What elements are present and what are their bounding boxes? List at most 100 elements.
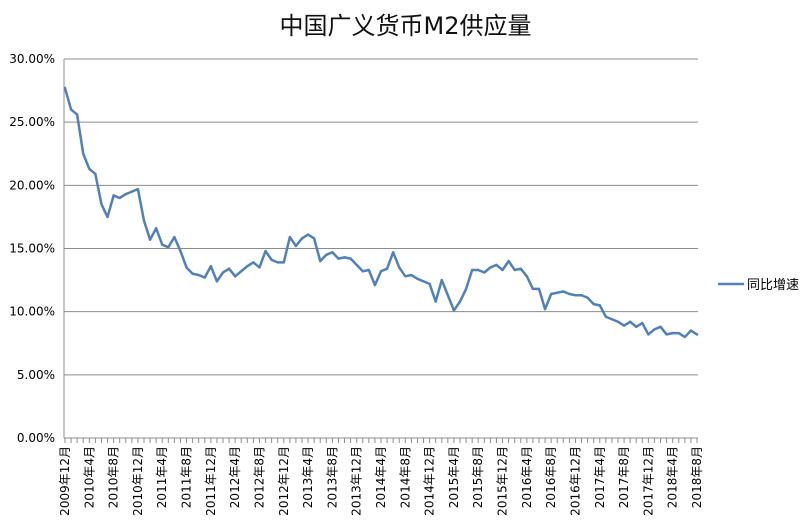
data-point <box>106 215 109 219</box>
data-point <box>118 196 121 200</box>
x-tick-label: 2015年8月 <box>471 446 485 508</box>
data-point <box>197 273 200 277</box>
data-point <box>404 275 407 278</box>
x-tick-label: 2016年12月 <box>568 446 582 516</box>
data-point <box>185 266 188 269</box>
data-point <box>94 172 97 176</box>
x-tick-label: 2015年4月 <box>447 446 461 508</box>
y-tick-label: 10.00% <box>9 305 55 319</box>
data-point <box>312 237 316 240</box>
data-point <box>306 233 310 236</box>
data-point <box>258 266 261 269</box>
data-point <box>483 271 486 274</box>
data-point <box>470 268 474 272</box>
x-tick-label: 2012年12月 <box>277 446 291 516</box>
data-point <box>148 238 152 241</box>
data-point <box>373 283 377 287</box>
x-tick-label: 2011年8月 <box>180 446 194 508</box>
data-point <box>349 257 352 260</box>
data-point <box>88 167 91 171</box>
x-tick-label: 2013年4月 <box>301 446 315 508</box>
data-point <box>191 272 194 275</box>
data-point <box>428 282 431 286</box>
data-point <box>549 292 553 296</box>
x-tick-label: 2013年12月 <box>350 446 364 516</box>
data-point <box>537 287 541 291</box>
data-point <box>622 324 626 327</box>
series-line <box>63 86 699 339</box>
x-tick-label: 2012年8月 <box>252 446 266 508</box>
data-point <box>75 113 79 116</box>
data-point <box>689 329 693 332</box>
data-point <box>452 309 456 312</box>
x-tick-label: 2018年4月 <box>666 446 680 508</box>
data-point <box>586 296 589 299</box>
x-tick-label: 2013年8月 <box>325 446 339 508</box>
data-point <box>343 256 346 259</box>
data-point <box>610 318 614 321</box>
data-point <box>665 333 668 336</box>
x-tick-label: 2011年4月 <box>155 446 169 508</box>
data-point <box>276 261 279 264</box>
x-tick-label: 2015年12月 <box>496 446 510 516</box>
data-point <box>695 333 699 336</box>
x-tick-label: 2018年8月 <box>690 446 704 508</box>
x-tick-label: 2014年12月 <box>423 446 437 516</box>
x-tick-label: 2016年8月 <box>544 446 558 508</box>
data-point <box>568 292 571 296</box>
data-point <box>543 307 547 311</box>
x-tick-label: 2014年8月 <box>398 446 412 508</box>
data-point <box>391 251 395 254</box>
y-tick-label: 15.00% <box>9 242 55 256</box>
data-point <box>525 275 529 278</box>
data-point <box>385 267 389 270</box>
data-point <box>154 227 158 230</box>
data-point <box>598 304 601 307</box>
data-point <box>477 268 480 272</box>
data-point <box>398 266 401 269</box>
y-tick-label: 25.00% <box>9 115 55 129</box>
data-point <box>513 268 516 272</box>
data-point <box>616 320 620 323</box>
y-tick-label: 20.00% <box>9 178 55 192</box>
data-point <box>130 190 134 193</box>
data-point <box>355 263 358 267</box>
data-point <box>203 276 206 279</box>
data-point <box>63 86 67 90</box>
data-point <box>82 152 85 155</box>
data-point <box>458 300 462 303</box>
data-point <box>683 335 687 339</box>
data-point <box>531 287 535 291</box>
data-point <box>240 270 243 273</box>
y-tick-label: 30.00% <box>9 52 55 66</box>
data-point <box>227 267 231 270</box>
data-point <box>641 321 644 325</box>
data-point <box>221 271 225 274</box>
data-point <box>173 235 176 239</box>
data-point <box>446 294 450 297</box>
data-point <box>288 235 292 239</box>
x-tick-label: 2017年4月 <box>593 446 607 508</box>
data-point <box>246 264 249 268</box>
x-tick-label: 2014年4月 <box>374 446 388 508</box>
data-point <box>270 258 273 262</box>
data-point <box>495 263 498 267</box>
data-point <box>136 187 140 191</box>
data-point <box>519 267 522 270</box>
data-point <box>361 270 364 273</box>
data-point <box>464 287 468 291</box>
data-point <box>319 259 322 263</box>
data-point <box>69 108 73 111</box>
data-point <box>294 244 298 248</box>
data-point <box>671 331 674 335</box>
data-point <box>252 261 255 264</box>
data-point <box>337 257 340 260</box>
data-point <box>653 328 656 331</box>
chart-title: 中国广义货币M2供应量 <box>279 12 532 40</box>
data-point <box>112 194 115 197</box>
data-point <box>647 333 650 336</box>
data-point <box>440 278 443 282</box>
data-point <box>167 246 170 249</box>
data-point <box>410 273 413 277</box>
